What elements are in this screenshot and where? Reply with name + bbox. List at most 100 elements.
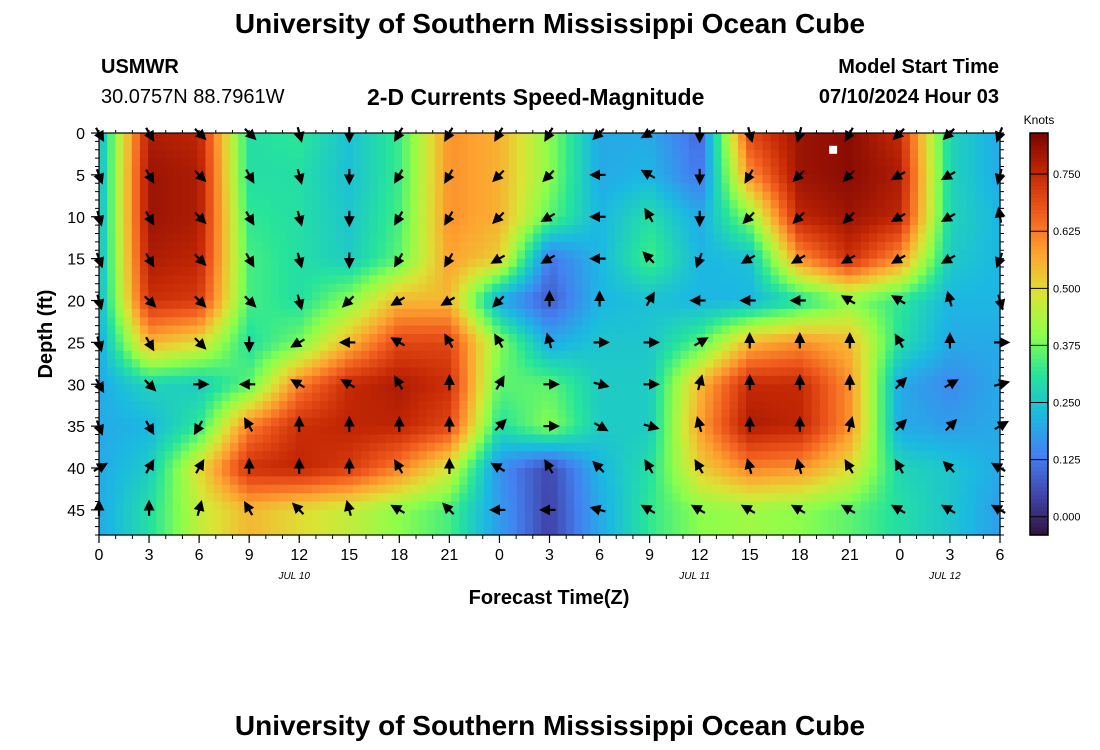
heatmap-cell bbox=[836, 468, 845, 477]
heatmap-cell bbox=[492, 426, 501, 436]
heatmap-cell bbox=[459, 476, 469, 486]
heatmap-cell bbox=[844, 233, 854, 243]
heatmap-cell bbox=[664, 158, 673, 168]
heatmap-cell bbox=[287, 468, 297, 477]
heatmap-cell bbox=[868, 401, 878, 410]
heatmap-cell bbox=[533, 258, 542, 268]
heatmap-cell bbox=[565, 158, 575, 168]
heatmap-cell bbox=[139, 375, 149, 385]
heatmap-cell bbox=[590, 241, 600, 251]
heatmap-cell bbox=[254, 325, 264, 335]
heatmap-cell bbox=[99, 158, 108, 168]
heatmap-cell bbox=[959, 426, 968, 436]
heatmap-cell bbox=[582, 468, 592, 477]
heatmap-cell bbox=[770, 442, 780, 452]
heatmap-cell bbox=[606, 325, 616, 335]
heatmap-cell bbox=[352, 442, 362, 452]
heatmap-cell bbox=[655, 384, 665, 394]
heatmap-cell bbox=[836, 133, 845, 142]
heatmap-cell bbox=[680, 359, 690, 369]
heatmap-cell bbox=[565, 275, 575, 285]
heatmap-cell bbox=[410, 283, 420, 293]
heatmap-cell bbox=[508, 442, 518, 452]
heatmap-cell bbox=[115, 334, 125, 343]
heatmap-cell bbox=[967, 191, 977, 201]
heatmap-cell bbox=[221, 501, 231, 511]
heatmap-cell bbox=[541, 367, 551, 377]
heatmap-cell bbox=[991, 250, 1001, 260]
heatmap-cell bbox=[934, 233, 944, 243]
heatmap-cell bbox=[467, 225, 477, 235]
heatmap-cell bbox=[410, 426, 420, 436]
heatmap-cell bbox=[803, 325, 813, 335]
heatmap-cell bbox=[508, 149, 518, 159]
heatmap-cell bbox=[680, 275, 690, 285]
heatmap-cell bbox=[827, 225, 837, 235]
heatmap-cell bbox=[418, 409, 428, 419]
heatmap-cell bbox=[705, 409, 714, 419]
heatmap-cell bbox=[254, 476, 264, 486]
heatmap-cell bbox=[271, 434, 280, 444]
heatmap-cell bbox=[803, 174, 813, 184]
heatmap-cell bbox=[500, 367, 510, 377]
heatmap-cell bbox=[836, 367, 845, 377]
heatmap-cell bbox=[164, 317, 174, 327]
heatmap-cell bbox=[443, 468, 452, 477]
heatmap-cell bbox=[402, 476, 411, 486]
heatmap-cell bbox=[983, 442, 993, 452]
heatmap-cell bbox=[852, 149, 862, 159]
heatmap-cell bbox=[606, 208, 616, 218]
heatmap-cell bbox=[983, 233, 993, 243]
heatmap-cell bbox=[148, 149, 157, 159]
heatmap-cell bbox=[189, 200, 198, 209]
heatmap-cell bbox=[533, 459, 542, 469]
heatmap-cell bbox=[639, 233, 649, 243]
heatmap-cell bbox=[123, 292, 133, 302]
heatmap-cell bbox=[975, 493, 985, 503]
heatmap-cell bbox=[639, 409, 649, 419]
heatmap-cell bbox=[746, 442, 755, 452]
heatmap-cell bbox=[164, 241, 174, 251]
heatmap-cell bbox=[524, 325, 534, 335]
heatmap-cell bbox=[221, 484, 231, 494]
heatmap-cell bbox=[729, 342, 739, 352]
heatmap-cell bbox=[287, 484, 297, 494]
heatmap-cell bbox=[729, 275, 739, 285]
heatmap-cell bbox=[271, 409, 280, 419]
heatmap-cell bbox=[762, 174, 772, 184]
heatmap-cell bbox=[246, 392, 256, 402]
heatmap-cell bbox=[205, 141, 215, 151]
heatmap-cell bbox=[467, 468, 477, 477]
heatmap-cell bbox=[131, 141, 141, 151]
heatmap-cell bbox=[975, 149, 985, 159]
heatmap-cell bbox=[156, 325, 166, 335]
heatmap-cell bbox=[148, 250, 157, 260]
heatmap-cell bbox=[303, 417, 313, 427]
heatmap-cell bbox=[606, 166, 616, 176]
heatmap-cell bbox=[115, 434, 125, 444]
heatmap-cell bbox=[328, 384, 338, 394]
heatmap-cell bbox=[377, 158, 387, 168]
heatmap-cell bbox=[99, 283, 108, 293]
heatmap-cell bbox=[352, 308, 362, 318]
heatmap-cell bbox=[557, 158, 567, 168]
heatmap-cell bbox=[688, 367, 698, 377]
model-start-time: 07/10/2024 Hour 03 bbox=[818, 86, 999, 108]
heatmap-cell bbox=[246, 225, 256, 235]
heatmap-cell bbox=[197, 149, 207, 159]
heatmap-cell bbox=[352, 401, 362, 410]
heatmap-cell bbox=[131, 442, 141, 452]
heatmap-cell bbox=[754, 183, 764, 193]
heatmap-cell bbox=[410, 149, 420, 159]
heatmap-cell bbox=[549, 308, 559, 318]
heatmap-cell bbox=[836, 350, 845, 360]
heatmap-cell bbox=[852, 292, 862, 302]
heatmap-cell bbox=[975, 183, 985, 193]
heatmap-cell bbox=[180, 468, 190, 477]
heatmap-cell bbox=[254, 392, 264, 402]
heatmap-cell bbox=[213, 375, 223, 385]
heatmap-cell bbox=[287, 476, 297, 486]
heatmap-cell bbox=[975, 225, 985, 235]
heatmap-cell bbox=[574, 166, 583, 176]
heatmap-cell bbox=[131, 476, 141, 486]
